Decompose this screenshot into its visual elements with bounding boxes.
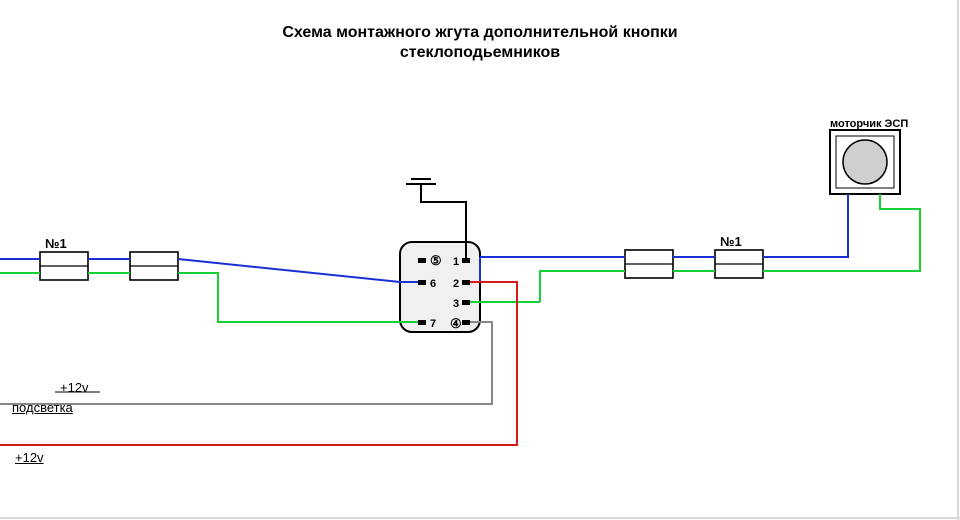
svg-text:⑤: ⑤ (430, 253, 442, 268)
svg-text:3: 3 (453, 298, 459, 310)
svg-text:6: 6 (430, 278, 436, 290)
label-conn-left: №1 (45, 236, 67, 251)
svg-text:7: 7 (430, 318, 436, 330)
label-12v-bot: +12v (15, 450, 44, 465)
svg-text:1: 1 (453, 256, 459, 268)
wiring-diagram: ⑤1 6 2 3 7 ④ (0, 0, 960, 520)
label-conn-right: №1 (720, 234, 742, 249)
label-motor: моторчик ЭСП (830, 118, 908, 130)
svg-text:④: ④ (450, 316, 462, 331)
label-backlight: подсветка (12, 400, 73, 415)
svg-text:2: 2 (453, 278, 459, 290)
label-12v-top: +12v (60, 380, 89, 395)
